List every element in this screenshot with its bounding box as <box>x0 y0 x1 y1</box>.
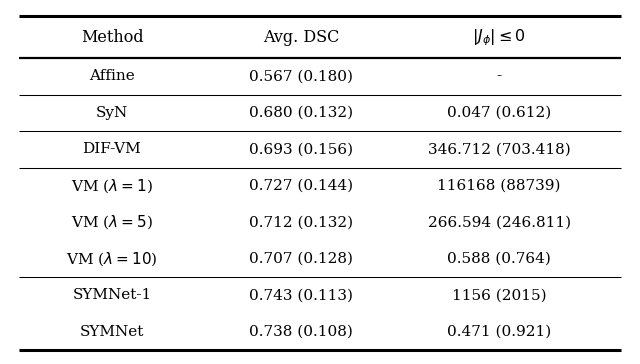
Text: 0.047 (0.612): 0.047 (0.612) <box>447 106 551 120</box>
Text: SYMNet-1: SYMNet-1 <box>72 288 152 302</box>
Text: SYMNet: SYMNet <box>80 325 144 339</box>
Text: Method: Method <box>81 29 143 46</box>
Text: Affine: Affine <box>89 70 135 83</box>
Text: 346.712 (703.418): 346.712 (703.418) <box>428 142 571 157</box>
Text: 116168 (88739): 116168 (88739) <box>438 179 561 193</box>
Text: 0.712 (0.132): 0.712 (0.132) <box>249 215 353 229</box>
Text: VM ($\lambda = 5$): VM ($\lambda = 5$) <box>71 214 153 231</box>
Text: 0.743 (0.113): 0.743 (0.113) <box>249 288 353 302</box>
Text: -: - <box>497 70 502 83</box>
Text: DIF-VM: DIF-VM <box>83 142 141 157</box>
Text: $|J_{\phi}| \leq 0$: $|J_{\phi}| \leq 0$ <box>472 27 526 48</box>
Text: VM ($\lambda = 10$): VM ($\lambda = 10$) <box>67 250 157 268</box>
Text: 1156 (2015): 1156 (2015) <box>452 288 547 302</box>
Text: VM ($\lambda = 1$): VM ($\lambda = 1$) <box>71 177 153 195</box>
Text: 0.680 (0.132): 0.680 (0.132) <box>249 106 353 120</box>
Text: Avg. DSC: Avg. DSC <box>262 29 339 46</box>
Text: 0.738 (0.108): 0.738 (0.108) <box>249 325 353 339</box>
Text: 0.567 (0.180): 0.567 (0.180) <box>249 70 353 83</box>
Text: 0.693 (0.156): 0.693 (0.156) <box>249 142 353 157</box>
Text: 0.707 (0.128): 0.707 (0.128) <box>249 252 353 266</box>
Text: 0.727 (0.144): 0.727 (0.144) <box>249 179 353 193</box>
Text: SyN: SyN <box>96 106 128 120</box>
Text: 0.471 (0.921): 0.471 (0.921) <box>447 325 551 339</box>
Text: 266.594 (246.811): 266.594 (246.811) <box>428 215 571 229</box>
Text: 0.588 (0.764): 0.588 (0.764) <box>447 252 551 266</box>
